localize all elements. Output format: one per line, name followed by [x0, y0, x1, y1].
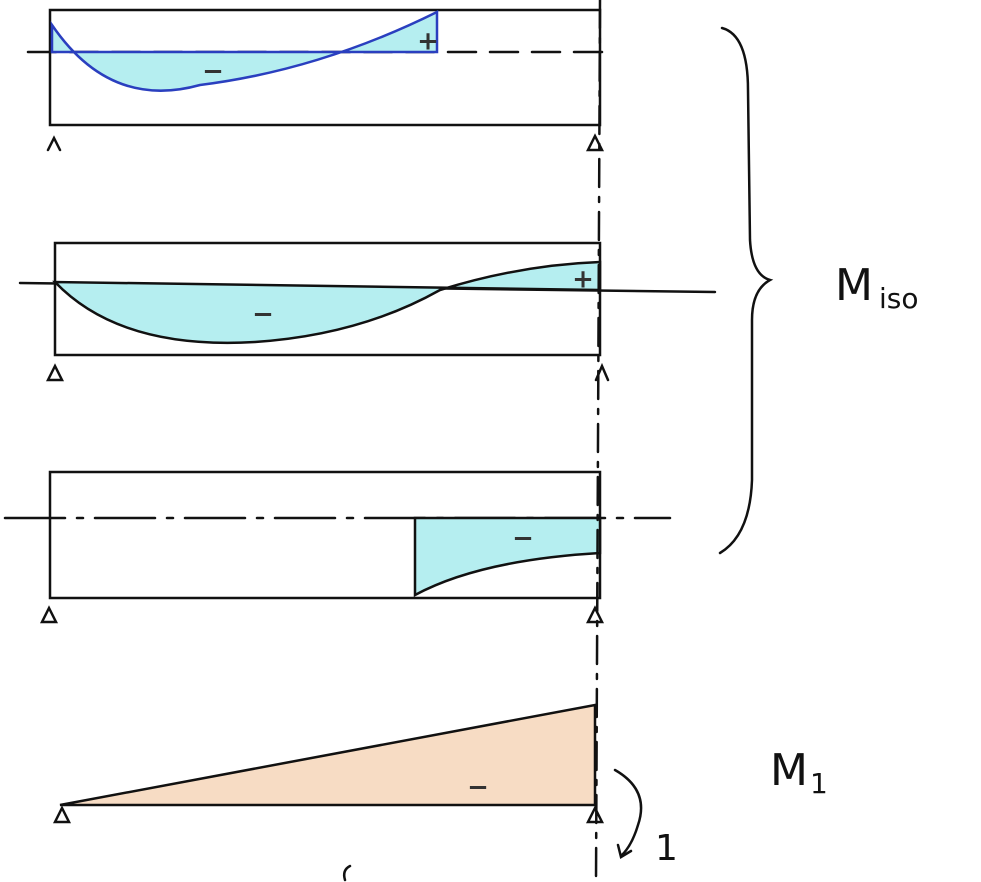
brace: [718, 26, 774, 555]
label-sub: 1: [810, 767, 828, 800]
stroke: [342, 864, 352, 882]
sign: +: [572, 265, 594, 295]
sign: −: [252, 300, 274, 330]
support: [585, 605, 605, 624]
sign: −: [512, 524, 534, 554]
label-main: M: [835, 260, 873, 311]
support: [39, 605, 59, 624]
support: [52, 805, 72, 824]
beam-diagram-2: − +: [18, 241, 717, 382]
unit-moment: 1: [655, 828, 678, 869]
sign: +: [417, 27, 439, 57]
beam: [53, 241, 602, 357]
m1-label: M1: [770, 745, 828, 800]
support: [45, 363, 65, 382]
support: [585, 133, 605, 152]
moment-arrow: [613, 768, 643, 857]
support: [46, 135, 62, 152]
beam-diagram-4: − 1: [52, 703, 678, 869]
moment-area: [50, 9, 439, 92]
moment-area: [52, 260, 602, 345]
label-sub: iso: [879, 282, 919, 315]
symmetry-line: [594, 0, 602, 882]
beam-diagram-1: + −: [26, 8, 612, 152]
beam-diagram-3: −: [3, 470, 672, 624]
moment-area: [413, 516, 602, 598]
sign: −: [467, 773, 489, 803]
arrow-head: [616, 843, 633, 859]
support: [585, 805, 605, 824]
label-main: M: [770, 745, 808, 796]
sign: −: [202, 57, 224, 87]
moment-area: [59, 703, 597, 807]
